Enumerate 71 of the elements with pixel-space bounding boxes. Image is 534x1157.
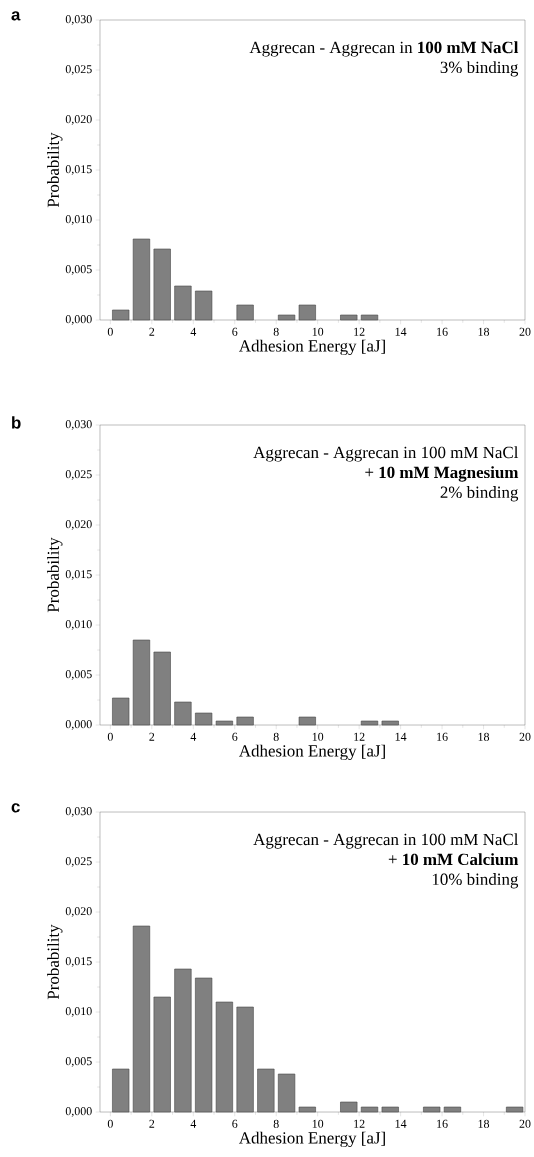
chart-title: b <box>11 416 21 429</box>
annotation: + 10 mM Calcium <box>388 853 518 866</box>
y-tick-label: 0,010 <box>65 1007 92 1017</box>
x-tick-label: 10 <box>312 732 324 741</box>
annotation: Aggrecan - Aggrecan in 100 mM NaCl <box>253 833 518 849</box>
y-tick-label: 0,010 <box>65 215 92 225</box>
annotation: 3% binding <box>440 61 518 77</box>
y-tick-label: 0,030 <box>65 15 92 25</box>
x-tick-label: 12 <box>354 327 365 336</box>
x-tick-label: 14 <box>395 1119 407 1128</box>
x-tick-label: 12 <box>354 1119 365 1128</box>
x-tick-label: 4 <box>190 732 196 741</box>
y-tick-label: 0,005 <box>65 265 92 275</box>
x-tick-label: 2 <box>149 732 155 741</box>
y-tick-label: 0,000 <box>65 1107 92 1117</box>
x-tick-label: 20 <box>519 1119 531 1128</box>
x-tick-label: 6 <box>232 327 238 336</box>
y-tick-label: 0,005 <box>65 1057 92 1067</box>
y-tick-label: 0,025 <box>65 857 92 867</box>
x-tick-label: 2 <box>149 327 155 336</box>
y-tick-label: 0,005 <box>65 670 92 680</box>
x-tick-label: 20 <box>519 732 531 741</box>
annotation: 2% binding <box>440 486 518 502</box>
y-tick-label: 0,025 <box>65 65 92 75</box>
x-tick-label: 6 <box>232 732 238 741</box>
y-axis-title: Probability <box>46 132 63 208</box>
x-tick-label: 18 <box>478 1119 489 1128</box>
annotation: 10% binding <box>432 873 518 889</box>
y-tick-label: 0,015 <box>65 165 92 175</box>
y-tick-label: 0,030 <box>65 420 92 430</box>
x-tick-label: 8 <box>273 327 279 336</box>
chart-title: c <box>11 803 20 813</box>
y-tick-label: 0,000 <box>65 720 92 730</box>
x-tick-label: 16 <box>437 732 448 741</box>
annotation: Aggrecan - Aggrecan in 100 mM NaCl <box>249 41 518 57</box>
x-axis-title: Adhesion Energy [aJ] <box>238 1131 385 1148</box>
x-tick-label: 20 <box>519 327 531 336</box>
x-tick-label: 2 <box>149 1119 155 1128</box>
x-tick-label: 16 <box>437 1119 448 1128</box>
y-tick-label: 0,015 <box>65 957 92 967</box>
y-tick-label: 0,030 <box>65 807 92 817</box>
x-tick-label: 10 <box>312 327 324 336</box>
x-tick-label: 4 <box>190 1119 196 1128</box>
x-tick-label: 18 <box>478 732 489 741</box>
y-tick-label: 0,020 <box>65 115 92 125</box>
chart-title: a <box>11 11 21 21</box>
x-axis-title: Adhesion Energy [aJ] <box>238 744 385 761</box>
annotation: Aggrecan - Aggrecan in 100 mM NaCl <box>253 446 518 462</box>
y-axis-title: Probability <box>46 537 63 613</box>
y-tick-label: 0,015 <box>65 570 92 580</box>
x-tick-label: 14 <box>395 732 407 741</box>
x-tick-label: 8 <box>273 1119 279 1128</box>
x-tick-label: 10 <box>312 1119 324 1128</box>
y-tick-label: 0,020 <box>65 907 92 917</box>
x-tick-label: 4 <box>190 327 196 336</box>
x-axis-title: Adhesion Energy [aJ] <box>238 339 385 356</box>
x-tick-label: 0 <box>107 732 113 741</box>
x-tick-label: 6 <box>232 1119 238 1128</box>
x-tick-label: 16 <box>437 327 448 336</box>
x-tick-label: 0 <box>107 327 113 336</box>
x-tick-label: 8 <box>273 732 279 741</box>
y-tick-label: 0,020 <box>65 520 92 530</box>
y-tick-label: 0,010 <box>65 620 92 630</box>
y-tick-label: 0,000 <box>65 315 92 325</box>
x-tick-label: 14 <box>395 327 407 336</box>
x-tick-label: 12 <box>354 732 365 741</box>
x-tick-label: 0 <box>107 1119 113 1128</box>
y-tick-label: 0,025 <box>65 470 92 480</box>
annotation: + 10 mM Magnesium <box>365 466 518 482</box>
x-tick-label: 18 <box>478 327 489 336</box>
y-axis-title: Probability <box>46 924 63 1000</box>
